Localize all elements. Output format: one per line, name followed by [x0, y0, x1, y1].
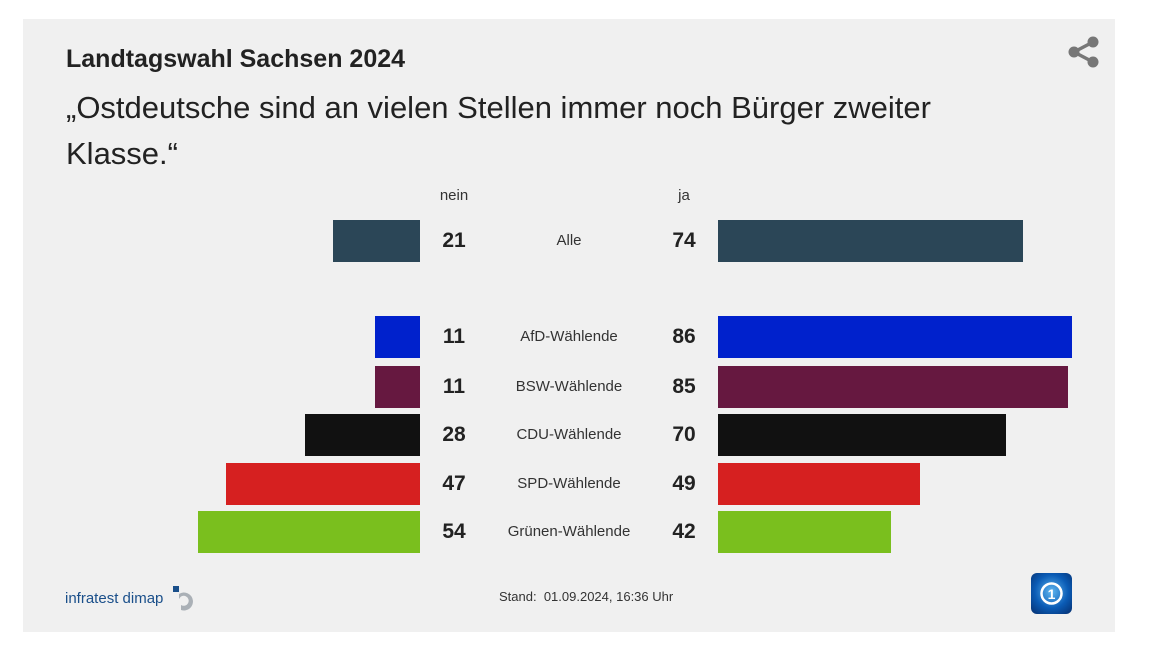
value-nein: 21	[442, 229, 466, 252]
category-label: Alle	[556, 232, 582, 249]
value-nein: 28	[442, 423, 466, 446]
bar-ja	[718, 511, 892, 553]
chart-row: 21 Alle 74	[23, 220, 1115, 262]
value-nein: 11	[442, 375, 466, 398]
chart-kicker: Landtagswahl Sachsen 2024	[66, 45, 406, 73]
chart-row: 11 AfD-Wählende 86	[23, 316, 1115, 358]
bar-nein	[197, 511, 420, 553]
value-nein: 54	[442, 520, 466, 543]
category-label: Grünen-Wählende	[507, 523, 631, 540]
bar-ja	[718, 366, 1069, 408]
svg-text:1: 1	[1048, 586, 1056, 602]
value-nein: 11	[442, 325, 466, 348]
bar-nein	[374, 366, 420, 408]
value-ja: 74	[672, 229, 696, 252]
bar-nein	[374, 316, 420, 358]
value-ja: 49	[672, 472, 696, 495]
value-ja: 85	[672, 375, 696, 398]
bar-ja	[718, 463, 920, 505]
stand-value: 01.09.2024, 16:36 Uhr	[543, 589, 674, 604]
chart-row: 28 CDU-Wählende 70	[23, 414, 1115, 456]
timestamp: Stand: 01.09.2024, 16:36 Uhr	[499, 589, 673, 604]
bar-ja	[718, 220, 1023, 262]
category-label: BSW-Wählende	[515, 378, 623, 395]
chart-card: Landtagswahl Sachsen 2024 „Ostdeutsche s…	[23, 19, 1115, 632]
tagesschau-logo: 1	[1031, 573, 1072, 614]
column-header-nein: nein	[439, 187, 469, 204]
category-label: AfD-Wählende	[520, 328, 618, 345]
bar-nein	[333, 220, 420, 262]
share-icon[interactable]	[1066, 35, 1100, 69]
bar-nein	[226, 463, 420, 505]
bar-ja	[718, 316, 1073, 358]
value-nein: 47	[442, 472, 466, 495]
value-ja: 70	[672, 423, 696, 446]
infratest-logo-icon	[173, 586, 194, 611]
chart-row: 11 BSW-Wählende 85	[23, 366, 1115, 408]
chart-title: „Ostdeutsche sind an vielen Stellen imme…	[66, 90, 931, 171]
chart-row: 47 SPD-Wählende 49	[23, 463, 1115, 505]
chart-row: 54 Grünen-Wählende 42	[23, 511, 1115, 553]
category-label: CDU-Wählende	[516, 426, 622, 443]
bar-ja	[718, 414, 1007, 456]
source-label: infratest dimap	[65, 589, 164, 607]
category-label: SPD-Wählende	[517, 475, 621, 492]
value-ja: 86	[672, 325, 696, 348]
stand-label: Stand:	[499, 589, 537, 604]
bar-nein	[304, 414, 420, 456]
infratest-dimap-logo: infratest dimap	[65, 585, 197, 611]
column-header-ja: ja	[678, 187, 690, 204]
value-ja: 42	[672, 520, 696, 543]
